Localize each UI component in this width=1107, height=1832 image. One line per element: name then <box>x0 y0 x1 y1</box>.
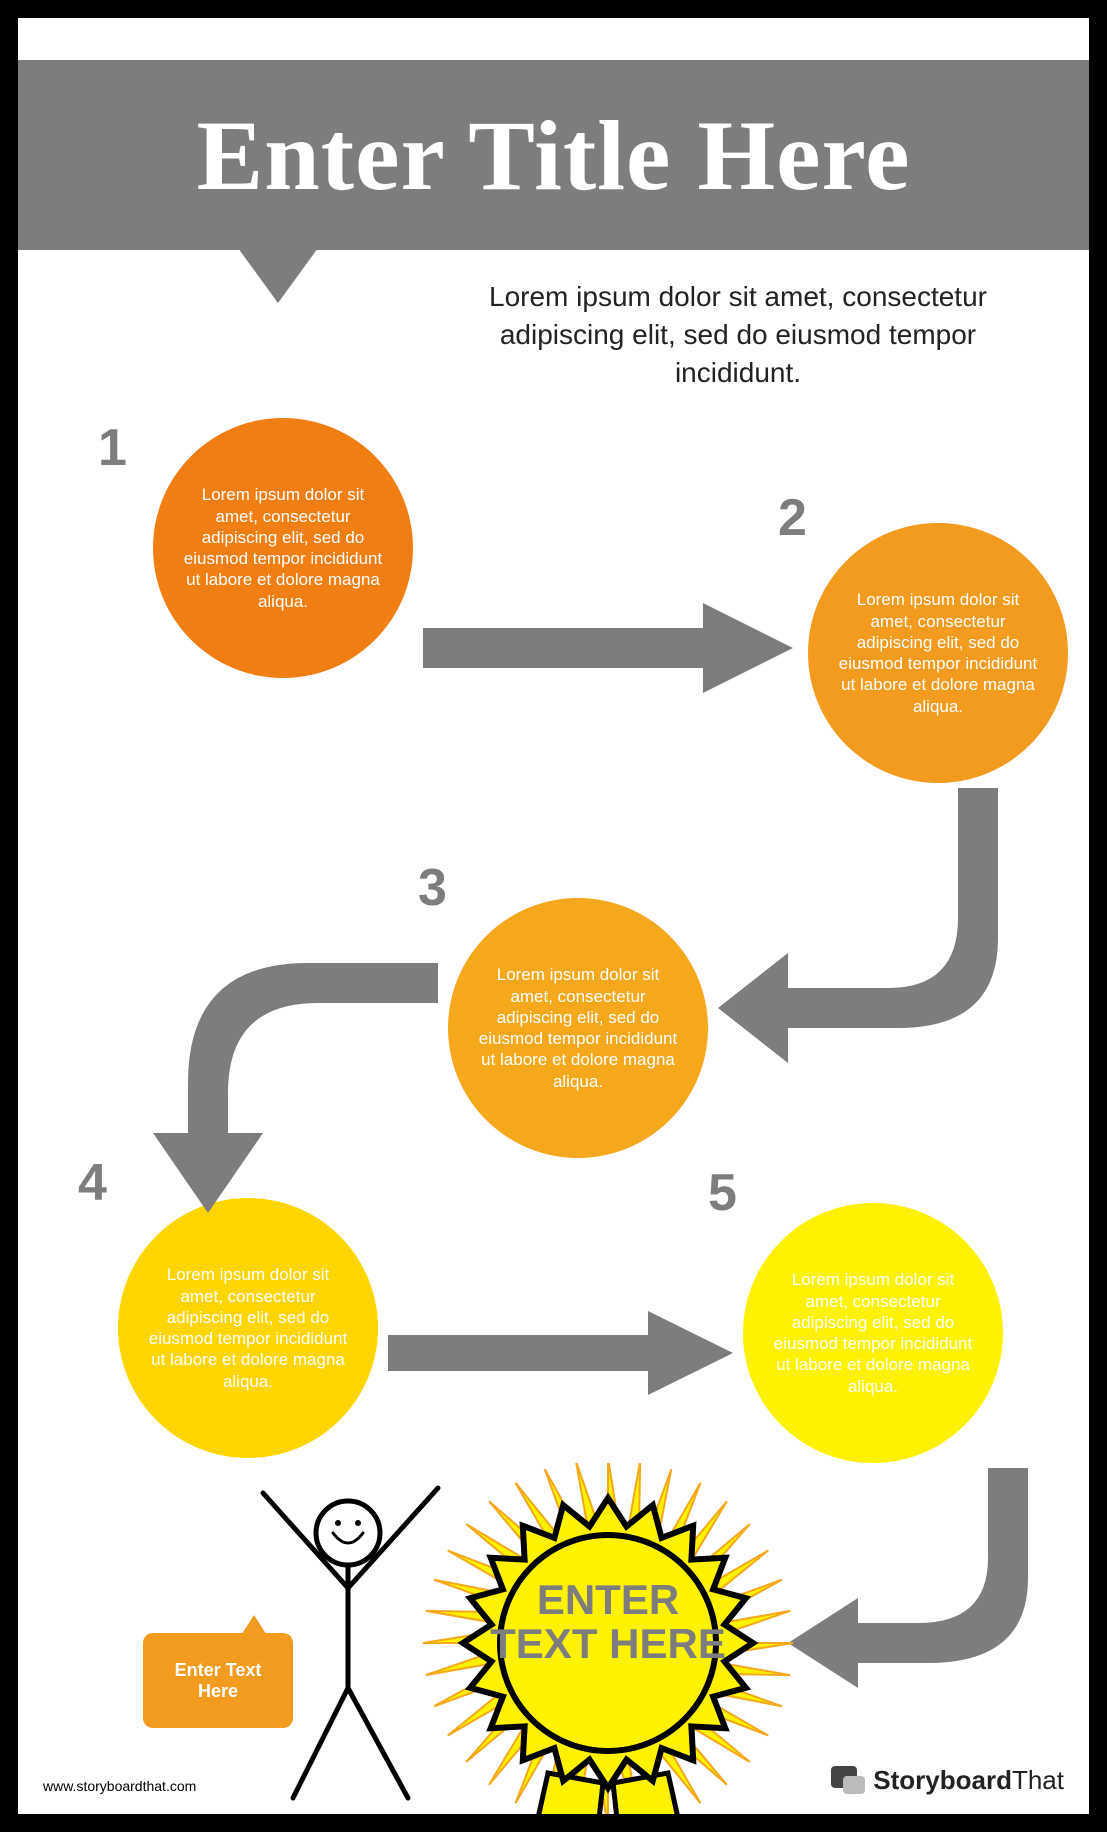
step-number-1: 1 <box>98 418 127 478</box>
arrow-5-badge-icon <box>788 1468 1048 1688</box>
step-text-1: Lorem ipsum dolor sit amet, consectetur … <box>181 484 385 612</box>
step-text-3: Lorem ipsum dolor sit amet, consectetur … <box>476 964 680 1092</box>
brand-text-a: Storyboard <box>873 1765 1012 1795</box>
brand-logo-icon <box>831 1766 865 1796</box>
infographic-canvas: Enter Title Here Lorem ipsum dolor sit a… <box>18 18 1089 1814</box>
step-text-2: Lorem ipsum dolor sit amet, consectetur … <box>836 589 1040 717</box>
page-title: Enter Title Here <box>196 98 910 213</box>
step-number-3: 3 <box>418 858 447 918</box>
step-number-5: 5 <box>708 1163 737 1223</box>
step-text-5: Lorem ipsum dolor sit amet, consectetur … <box>771 1269 975 1397</box>
title-notch-icon <box>238 248 318 303</box>
footer-url: www.storyboardthat.com <box>43 1778 196 1794</box>
step-text-4: Lorem ipsum dolor sit amet, consectetur … <box>146 1264 350 1392</box>
badge-icon: ENTER TEXT HERE <box>418 1463 798 1814</box>
step-number-4: 4 <box>78 1153 107 1213</box>
arrow-2-3-icon <box>718 788 1018 1068</box>
intro-text: Lorem ipsum dolor sit amet, consectetur … <box>448 278 1028 391</box>
speech-text: Enter Text Here <box>153 1660 283 1702</box>
badge-text: ENTER TEXT HERE <box>478 1578 738 1666</box>
title-bar: Enter Title Here <box>18 60 1089 250</box>
step-circle-4: Lorem ipsum dolor sit amet, consectetur … <box>118 1198 378 1458</box>
arrow-4-5-icon <box>388 1308 733 1398</box>
step-number-2: 2 <box>778 488 807 548</box>
arrow-1-2-icon <box>423 598 793 698</box>
step-circle-3: Lorem ipsum dolor sit amet, consectetur … <box>448 898 708 1158</box>
arrow-3-4-icon <box>138 963 438 1213</box>
step-circle-5: Lorem ipsum dolor sit amet, consectetur … <box>743 1203 1003 1463</box>
footer-brand: StoryboardThat <box>831 1765 1064 1796</box>
brand-text-b: That <box>1012 1765 1064 1795</box>
step-circle-2: Lorem ipsum dolor sit amet, consectetur … <box>808 523 1068 783</box>
step-circle-1: Lorem ipsum dolor sit amet, consectetur … <box>153 418 413 678</box>
speech-bubble: Enter Text Here <box>143 1633 293 1728</box>
